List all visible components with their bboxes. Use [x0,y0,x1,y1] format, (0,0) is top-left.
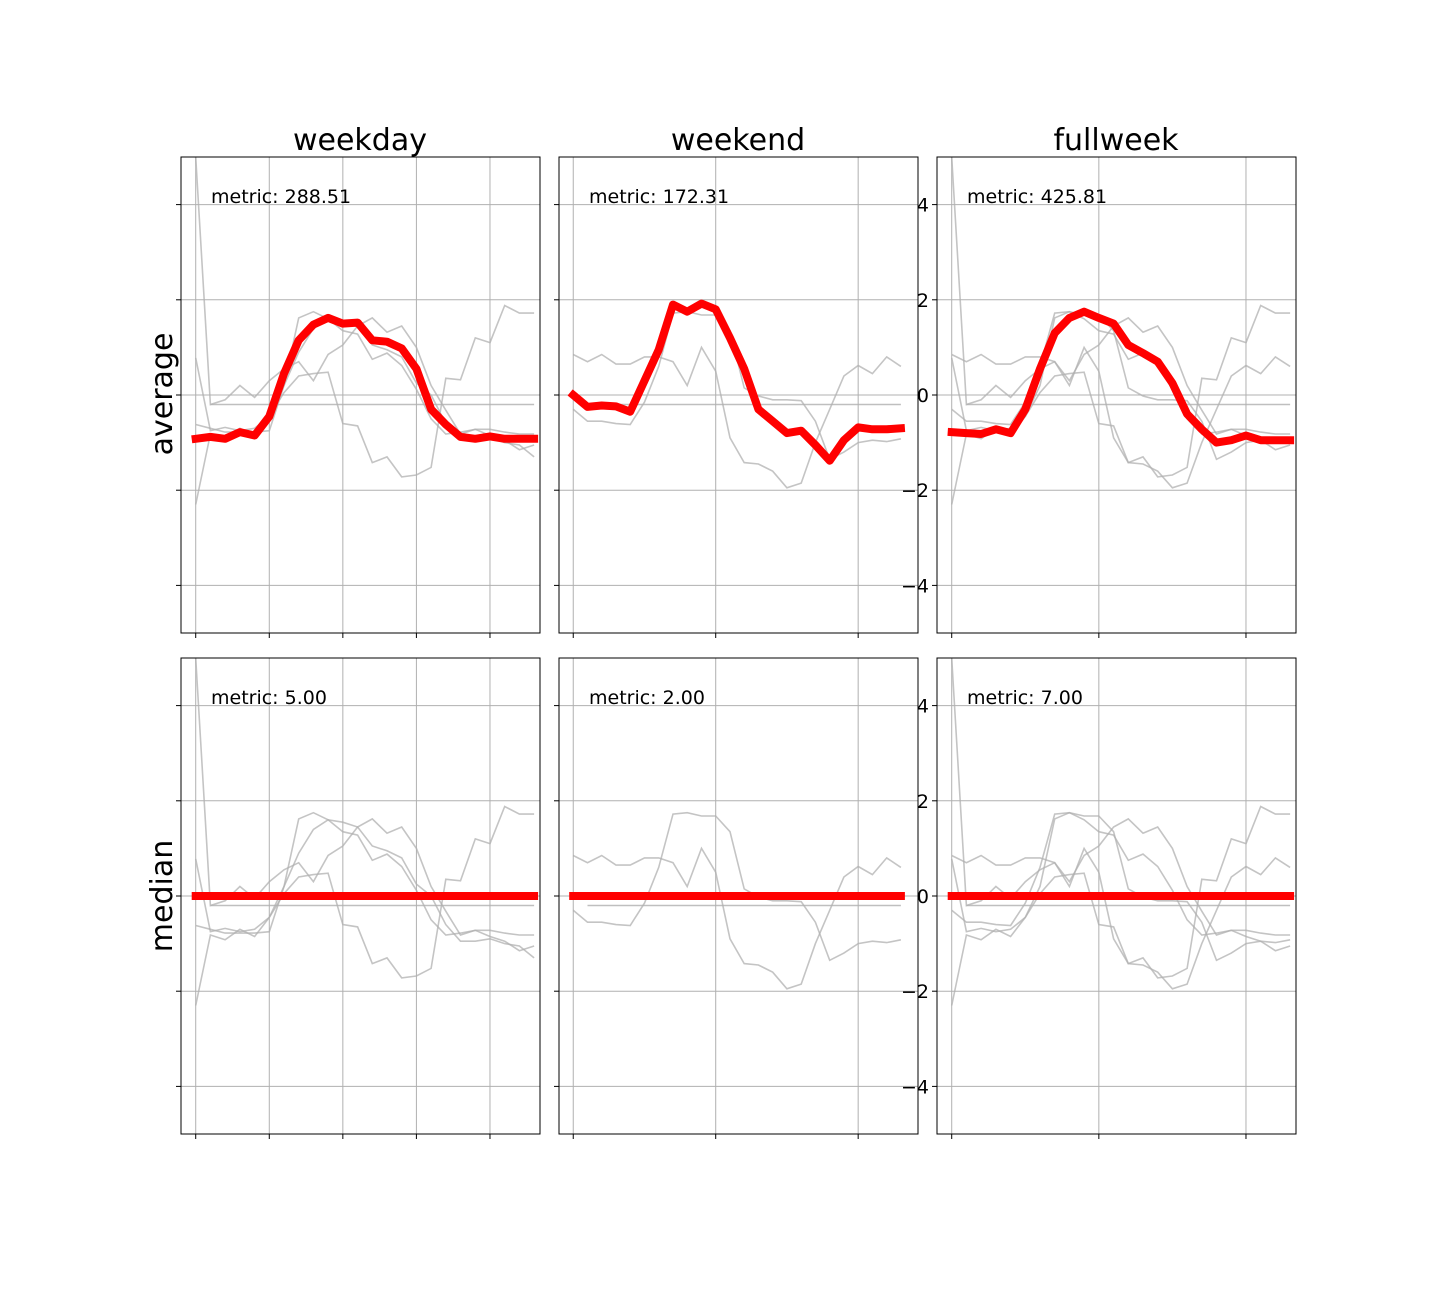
highlight-series-line [947,307,1295,447]
y-tick-label: 0 [917,385,929,407]
panel-median-weekend: metric: 2.00 [554,657,919,1139]
highlight-series-line [191,313,539,444]
panel-median-weekday: metric: 5.00 [176,657,541,1139]
y-tick-label: −4 [901,1076,929,1098]
y-tick-label: 4 [917,696,929,718]
metric-label: metric: 7.00 [967,687,1083,709]
metric-label: metric: 425.81 [967,186,1107,208]
background-series-line [951,846,1291,990]
background-series-line [194,157,535,435]
metric-label: metric: 2.00 [589,687,705,709]
highlight-series-line [567,299,906,465]
y-tick-label: 4 [917,195,929,217]
y-tick-label: −2 [901,480,929,502]
plot-area [191,658,539,1006]
background-series-line [194,805,535,1006]
background-series-line [194,811,535,952]
row-label-average: average [145,333,180,456]
metric-label: metric: 288.51 [211,186,351,208]
panel-average-weekend: metric: 172.31 [554,156,919,638]
background-series-line [195,818,535,959]
metric-label: metric: 5.00 [211,687,327,709]
panel-average-fullweek: −4 −2 0 2 4 metric: 425.81 [901,156,1297,638]
y-tick-label: −2 [901,981,929,1003]
y-tick-label: 2 [917,791,929,813]
background-series-line [950,811,1291,952]
background-series-line [572,811,902,962]
row-label-median: median [145,840,180,952]
panels-group: metric: 288.51 metric: 172.31 −4 −2 0 2 4 metri… [176,156,1297,1139]
panel-average-weekday: metric: 288.51 [176,156,541,638]
column-title-fullweek: fullweek [1053,123,1179,158]
plot-area [947,658,1295,1006]
background-series-line [950,157,1291,435]
column-title-weekday: weekday [293,123,427,158]
y-tick-label: −4 [901,575,929,597]
background-series-line [950,805,1291,1006]
background-series-line [951,811,1291,962]
panel-median-fullweek: −4 −2 0 2 4 metric: 7.00 [901,657,1297,1139]
y-tick-label: 2 [917,290,929,312]
background-series-line [951,345,1291,489]
plot-area [569,811,905,990]
column-title-weekend: weekend [671,123,805,158]
background-series-line [951,310,1291,461]
background-series-line [194,310,535,451]
plot-area [947,157,1295,505]
metric-label: metric: 172.31 [589,186,729,208]
background-series-line [572,846,902,990]
y-tick-label: 0 [917,886,929,908]
background-series-line [572,345,902,489]
plot-area [191,157,539,505]
plot-area [567,299,906,489]
